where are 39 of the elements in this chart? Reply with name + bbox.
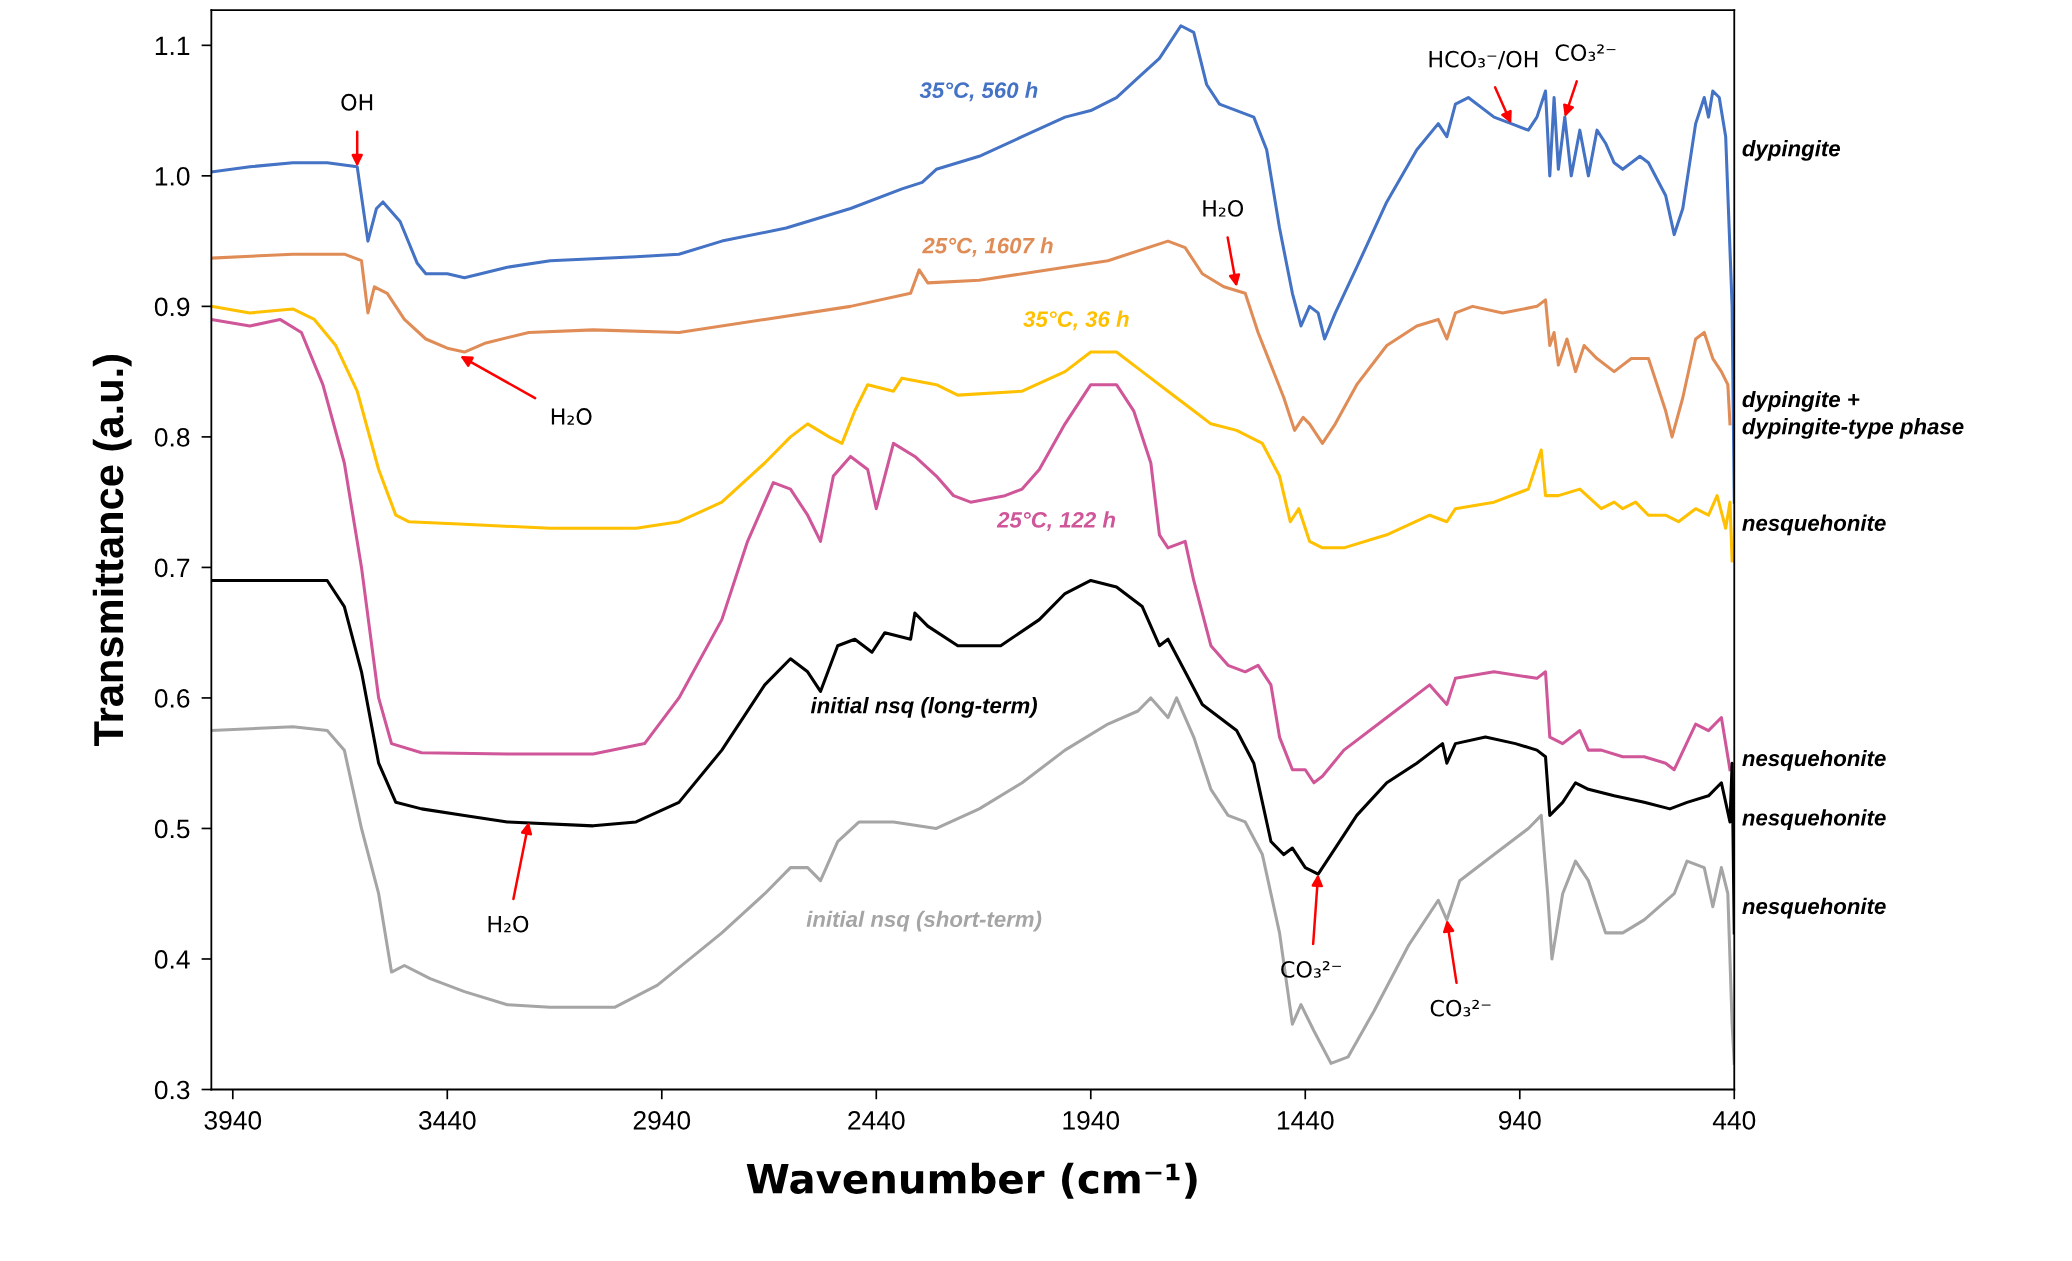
text: nesquehonite — [1742, 514, 1886, 536]
text: nesquehonite — [1742, 749, 1886, 771]
annotation: CO₃²⁻ — [1281, 961, 1341, 978]
y-tick-label: 1.1 — [155, 36, 190, 55]
text: dypingite + dypingite-type phase — [1742, 390, 1964, 439]
y-tick-label: 0.4 — [154, 950, 190, 969]
x-tick-label: 2940 — [633, 1111, 691, 1130]
x-tick-label: 940 — [1498, 1111, 1541, 1130]
annotation: CO₃²⁻ — [1430, 999, 1491, 1017]
text: dypingite — [1742, 140, 1841, 161]
text: nesquehonite — [1742, 809, 1886, 831]
y-tick-label: 0.6 — [154, 689, 190, 708]
x-tick-label: 3440 — [418, 1111, 476, 1130]
annotation: HCO₃⁻/OH — [1429, 50, 1538, 70]
series-label: initial nsq (long-term) — [810, 697, 1037, 718]
series-label: 35°C, 560 h — [919, 81, 1038, 102]
y-tick-label: 0.3 — [154, 1080, 190, 1100]
y-tick-label: 0.9 — [154, 297, 190, 317]
annotation: H₂O — [1203, 200, 1244, 217]
y-tick-label: 0.8 — [154, 428, 190, 447]
annotation: H₂O — [551, 408, 592, 425]
x-axis-title: Wavenumber (cm⁻¹) — [746, 1162, 1197, 1199]
y-axis-title: Transmittance (a.u.) — [92, 355, 132, 747]
annotation: H₂O — [488, 915, 529, 933]
y-tick-label: 1.0 — [155, 166, 190, 186]
series-label: 35°C, 36 h — [1023, 310, 1129, 331]
annotation: CO₃²⁻ — [1555, 44, 1616, 62]
annotation: OH — [341, 93, 373, 111]
series-label: 25°C, 1607 h — [922, 237, 1053, 257]
series-label: 25°C, 122 h — [996, 511, 1116, 531]
x-tick-label: 2440 — [848, 1111, 905, 1130]
text: nesquehonite — [1742, 897, 1886, 919]
series-label: initial nsq (short-term) — [806, 910, 1042, 932]
y-tick-label: 0.7 — [154, 558, 190, 578]
x-tick-label: 1940 — [1063, 1111, 1120, 1130]
y-tick-label: 0.5 — [154, 819, 190, 839]
x-tick-label: 440 — [1712, 1111, 1756, 1130]
x-tick-label: 1440 — [1277, 1111, 1334, 1130]
x-tick-label: 3940 — [204, 1111, 262, 1130]
